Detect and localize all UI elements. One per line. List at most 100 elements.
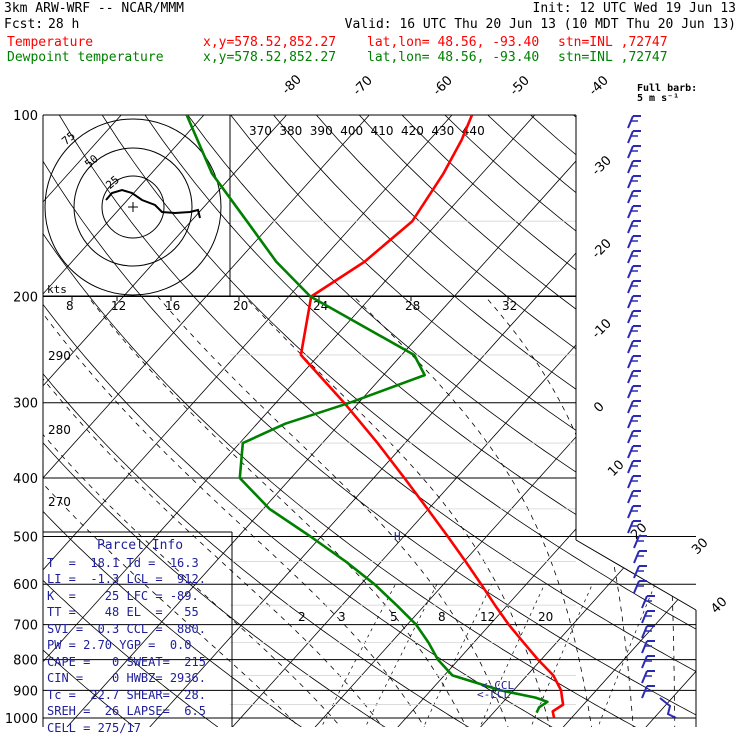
parcel-info-row: CELL = 275/17 xyxy=(47,720,141,735)
isotherm-label: -30 xyxy=(589,153,615,179)
dry-adiabat-line xyxy=(709,87,740,730)
wind-barb xyxy=(627,145,634,159)
wind-barb xyxy=(641,670,648,684)
parcel-info-title: Parcel Info xyxy=(96,538,184,553)
init-time: Init: 12 UTC Wed 19 Jun 13 xyxy=(532,1,737,16)
thetae-axis-label: 12 xyxy=(111,299,126,313)
dry-adiabat-line xyxy=(168,115,696,727)
wind-barb xyxy=(627,415,634,429)
wind-barb xyxy=(627,115,634,129)
profile-layer xyxy=(185,115,565,719)
parcel-info-row: SVI = 0.3 CCL = 880. xyxy=(47,621,206,636)
wind-barb xyxy=(641,640,648,654)
wind-barb xyxy=(627,385,634,399)
mixing-ratio-line xyxy=(319,584,396,727)
moist-adiabat-line xyxy=(616,296,676,727)
dry-adiabat-line xyxy=(376,115,696,727)
parcel-info-row: LI = -1.3 LCL = 912. xyxy=(47,572,206,586)
wind-barb xyxy=(627,460,634,474)
mixing-ratio-label: 12 xyxy=(480,610,495,624)
mixing-ratio-label: 5 xyxy=(390,610,398,624)
wind-barb xyxy=(627,340,634,354)
dry-adiabat-line xyxy=(43,115,224,727)
hodo-trace xyxy=(105,188,201,219)
isotherm-label: -70 xyxy=(350,73,376,99)
temperature-station: stn=INL ,72747 xyxy=(558,35,668,50)
pressure-tick-label: 1000 xyxy=(5,712,38,727)
temperature-profile xyxy=(299,115,565,719)
moist-adiabat-line xyxy=(43,296,386,727)
pressure-tick-label: 600 xyxy=(13,578,38,593)
wind-barb xyxy=(627,295,634,309)
wind-barb xyxy=(627,310,634,324)
wind-barb xyxy=(641,655,648,669)
wind-barb xyxy=(627,280,634,294)
wind-barb xyxy=(633,535,640,549)
wind-barb xyxy=(641,595,648,609)
moist-adiabat-line xyxy=(43,296,303,727)
dry-adiabat-line xyxy=(43,115,475,727)
thetae-axis-label: 20 xyxy=(233,299,248,313)
theta-label: 420 xyxy=(401,124,424,138)
theta-label: 430 xyxy=(431,124,454,138)
thetae-axis-label: 32 xyxy=(502,299,517,313)
isotherm-line xyxy=(43,115,245,727)
isotherm-line xyxy=(43,115,162,727)
dewpoint-xy: x,y=578.52,852.27 xyxy=(203,50,337,65)
theta-label: 410 xyxy=(371,124,394,138)
parcel-info-rows: T = 18.1 Td = 16.3 LI = -1.3 LCL = 912. K … xyxy=(47,555,233,737)
wind-barb xyxy=(627,235,634,249)
theta-side-label: 290 xyxy=(48,349,71,363)
barb-legend-line2: 5 m s⁻¹ xyxy=(637,93,680,104)
dewpoint-station: stn=INL ,72747 xyxy=(558,50,668,65)
isotherm-label: -40 xyxy=(586,73,612,99)
parcel-info-panel: Parcel Info T = 18.1 Td = 16.3 LI = -1.3 … xyxy=(47,538,233,736)
mixing-ratio-line xyxy=(421,584,492,727)
dry-adiabat-line xyxy=(542,115,696,727)
isotherm-line xyxy=(231,115,696,727)
wind-barb xyxy=(641,685,648,699)
isotherm-line xyxy=(479,115,696,727)
mixing-ratio-line xyxy=(363,584,438,727)
theta-label: 390 xyxy=(310,124,333,138)
thetae-axis-label: 24 xyxy=(313,299,328,313)
isotherm-line xyxy=(43,115,493,727)
dry-adiabat-line xyxy=(43,115,308,727)
dry-adiabat-line xyxy=(43,115,559,727)
mixing-ratio-label: 20 xyxy=(538,610,553,624)
moist-adiabat-line xyxy=(244,296,552,727)
hodo-ring xyxy=(101,175,165,239)
wind-barb xyxy=(627,220,634,234)
isotherm-line xyxy=(644,115,696,727)
dry-adiabat-line xyxy=(500,115,696,727)
isotherm-label: 30 xyxy=(689,536,711,558)
isotherm-label: -60 xyxy=(430,73,456,99)
mixing-ratio-line xyxy=(477,584,545,727)
wind-barb xyxy=(627,190,634,204)
hodo-ring xyxy=(73,147,193,267)
mixing-ratio-label: 2 xyxy=(298,610,306,624)
pressure-tick-label: 500 xyxy=(13,530,38,545)
wind-barb xyxy=(627,490,634,504)
ccl-marker: <-CCL xyxy=(481,679,515,692)
wind-barb xyxy=(627,325,634,339)
isotherm-label: 40 xyxy=(708,595,730,617)
theta-label: 380 xyxy=(279,124,302,138)
pressure-tick-label: 200 xyxy=(13,291,38,306)
wind-barb xyxy=(627,445,634,459)
dry-adiabat-line xyxy=(251,115,696,727)
wind-barb xyxy=(627,265,634,279)
hodo-ring xyxy=(44,118,222,296)
temperature-xy: x,y=578.52,852.27 xyxy=(203,35,337,50)
moist-adiabat-line xyxy=(157,296,510,727)
dewpoint-latlon: lat,lon= 48.56, -93.40 xyxy=(367,50,540,65)
temperature-legend: Temperature xyxy=(7,35,94,50)
valid-time: Valid: 16 UTC Thu 20 Jun 13 (10 MDT Thu … xyxy=(344,17,736,32)
wind-barb xyxy=(627,520,634,534)
wind-barb xyxy=(641,625,648,639)
mixing-ratio-label: 8 xyxy=(438,610,446,624)
dry-adiabat-line xyxy=(334,115,696,727)
dry-adiabat-line xyxy=(43,115,391,727)
